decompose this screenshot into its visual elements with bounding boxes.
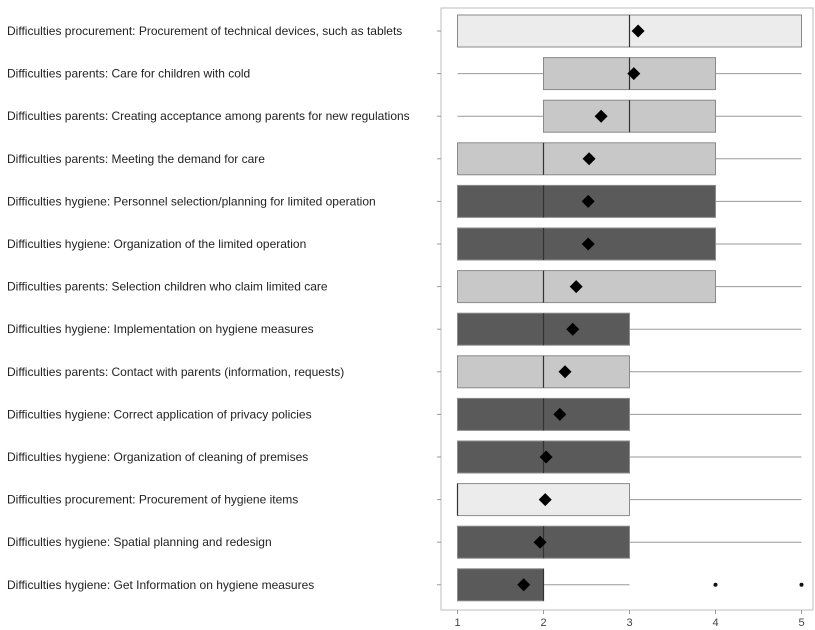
category-label: Difficulties hygiene: Personnel selectio… (7, 194, 376, 208)
category-label: Difficulties parents: Care for children … (7, 67, 250, 81)
mean-marker (517, 578, 531, 592)
x-axis: 1 2 3 4 5 (454, 610, 805, 629)
y-ticks-layer (437, 30, 441, 586)
category-label: Difficulties hygiene: Implementation on … (7, 322, 314, 336)
x-tick-label: 5 (798, 617, 804, 629)
category-label: Difficulties hygiene: Get Information on… (7, 578, 314, 592)
outlier-point (799, 582, 804, 587)
box (457, 270, 716, 304)
medians-layer (456, 15, 631, 601)
category-label: Difficulties procurement: Procurement of… (7, 493, 298, 507)
means-layer (517, 24, 645, 592)
mean-marker (558, 365, 572, 379)
category-label: Difficulties hygiene: Organization of th… (7, 237, 306, 251)
box (457, 568, 544, 602)
x-tick-label: 2 (540, 617, 546, 629)
mean-marker (538, 493, 552, 507)
x-tick-label: 3 (626, 617, 632, 629)
outlier-point (713, 582, 718, 587)
mean-marker (594, 109, 608, 123)
mean-marker (582, 152, 596, 166)
mean-marker (539, 450, 553, 464)
category-label: Difficulties hygiene: Spatial planning a… (7, 535, 272, 549)
mean-marker (581, 237, 595, 251)
mean-marker (569, 280, 583, 294)
category-label: Difficulties parents: Meeting the demand… (7, 152, 265, 166)
category-label: Difficulties hygiene: Correct applicatio… (7, 407, 312, 421)
x-tick-label: 4 (712, 617, 718, 629)
mean-marker (627, 67, 641, 81)
category-label: Difficulties procurement: Procurement of… (7, 24, 402, 38)
category-label: Difficulties parents: Contact with paren… (7, 365, 344, 379)
mean-marker (631, 24, 645, 38)
x-tick-label: 1 (454, 617, 460, 629)
mean-marker (553, 407, 567, 421)
category-label: Difficulties parents: Creating acceptanc… (7, 109, 410, 123)
outliers-layer (713, 582, 804, 587)
category-label: Difficulties hygiene: Organization of cl… (7, 450, 308, 464)
mean-marker (581, 194, 595, 208)
mean-marker (566, 322, 580, 336)
category-label: Difficulties parents: Selection children… (7, 280, 328, 294)
plot-panel (440, 7, 814, 611)
mean-marker (533, 535, 547, 549)
category-labels-layer: Difficulties procurement: Procurement of… (7, 24, 410, 592)
